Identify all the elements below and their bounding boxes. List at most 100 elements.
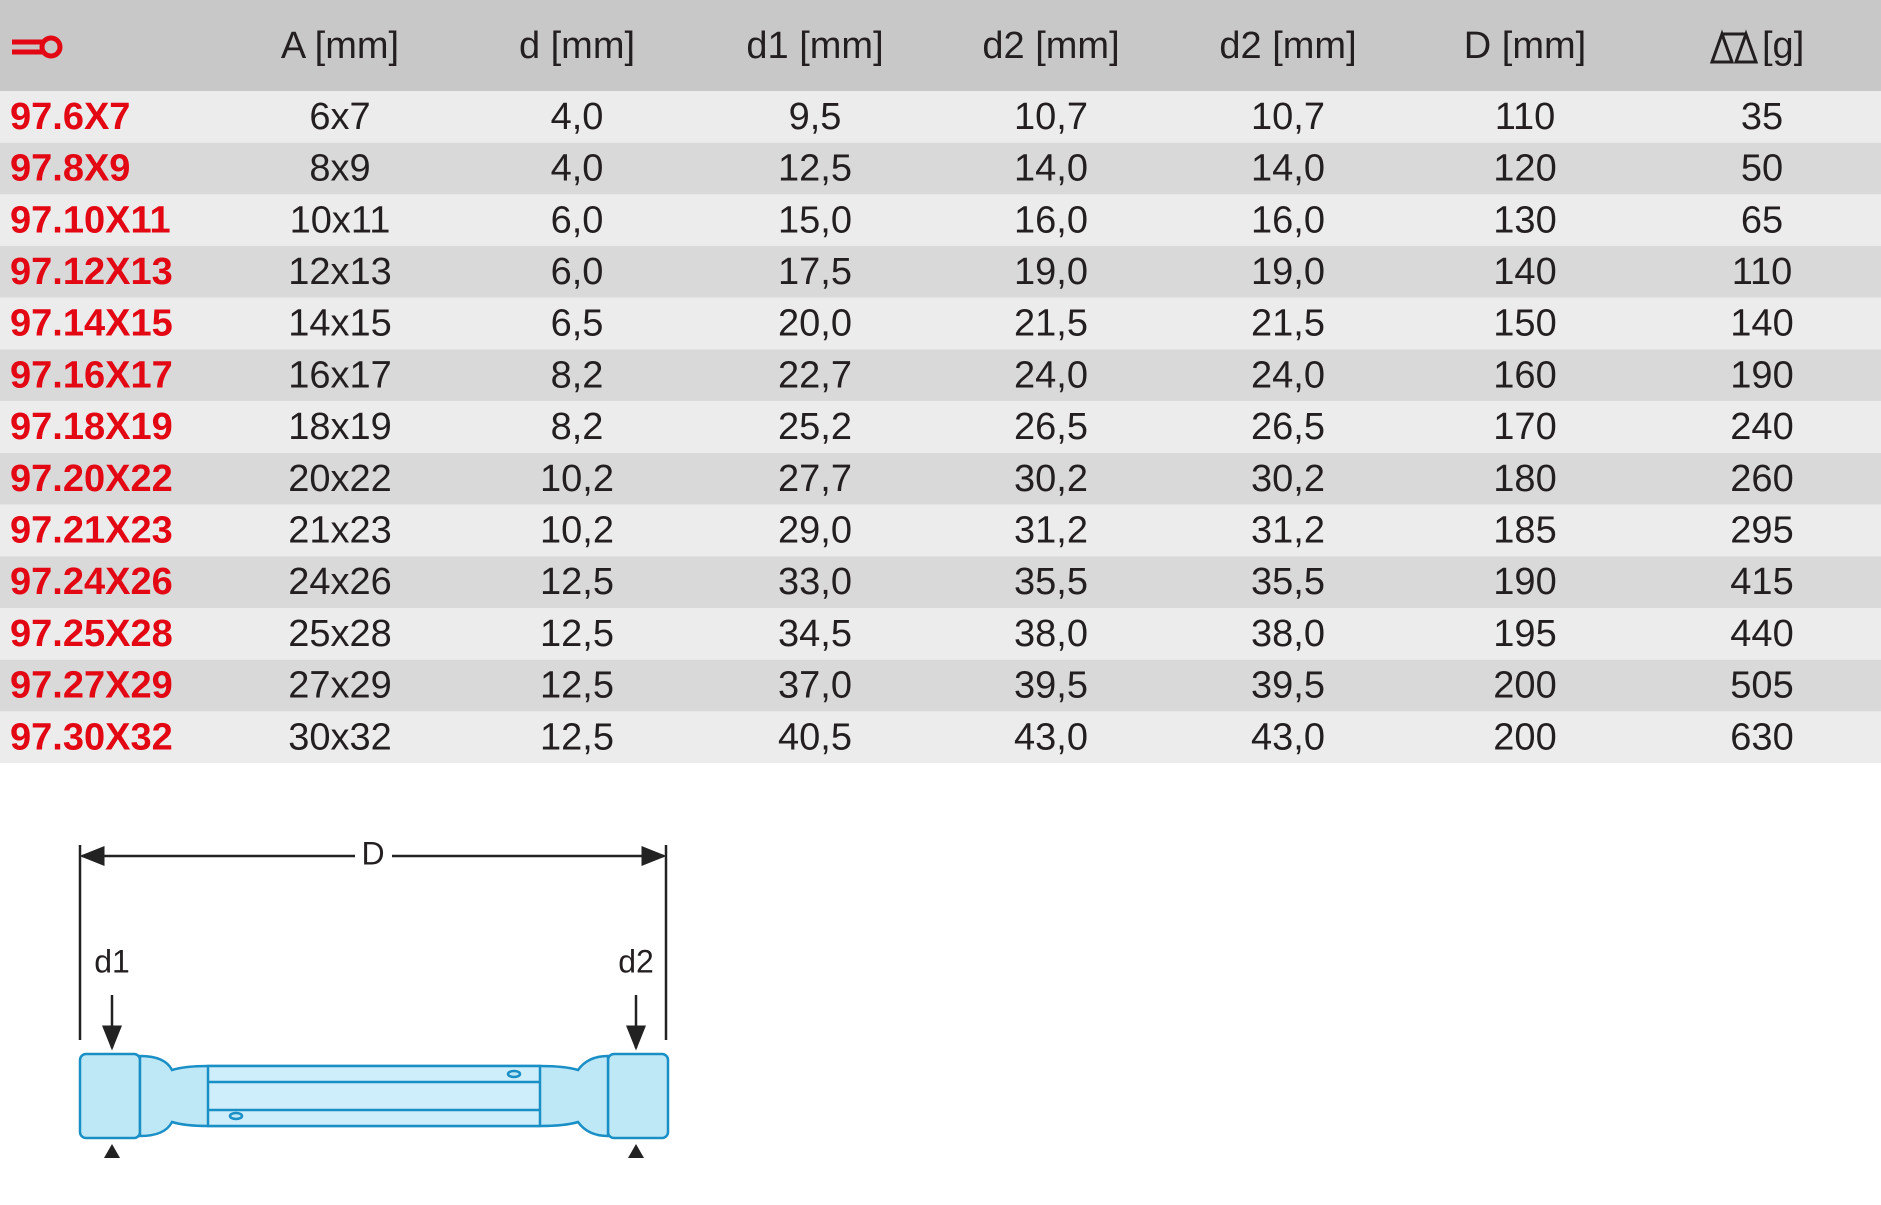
article-code: 97.16X17 [10, 354, 173, 396]
d2-label: d2 [618, 943, 654, 979]
cell: 22,7 [778, 354, 852, 396]
cell: 12,5 [540, 665, 614, 707]
cell: 195 [1493, 613, 1556, 655]
cell: 20,0 [778, 303, 852, 345]
cell: 6,0 [551, 251, 604, 293]
table-body: 97.6X7 6x7 4,0 9,5 10,7 10,7 110 35 97.8X9 8x9 4,0… [0, 91, 1881, 764]
wrench-icon [12, 35, 63, 59]
article-code: 97.8X9 [10, 148, 130, 190]
column-header: d1 [mm] [746, 25, 883, 67]
cell: 35 [1741, 96, 1783, 138]
column-header: d2 [mm] [1219, 25, 1356, 67]
cell: 440 [1730, 613, 1793, 655]
cell: 21,5 [1251, 303, 1325, 345]
cell: 110 [1732, 251, 1793, 293]
cell: 25,2 [778, 406, 852, 448]
cell: 24x26 [288, 561, 392, 603]
cell: 26,5 [1014, 406, 1088, 448]
cell: 38,0 [1014, 613, 1088, 655]
cell: 9,5 [789, 96, 842, 138]
cell: 39,5 [1251, 665, 1325, 707]
row-bg [0, 297, 1881, 350]
cell: 12,5 [778, 148, 852, 190]
cell: 50 [1741, 148, 1783, 190]
cell: 14,0 [1251, 148, 1325, 190]
row-bg [0, 711, 1881, 764]
cell: 15,0 [778, 199, 852, 241]
cell: 16,0 [1251, 199, 1325, 241]
cell: 10,7 [1014, 96, 1088, 138]
cell: 170 [1493, 406, 1556, 448]
cell: 27x29 [288, 665, 392, 707]
cell: 39,5 [1014, 665, 1088, 707]
length-label: D [361, 835, 384, 871]
cell: 190 [1730, 354, 1793, 396]
cell: 16,0 [1014, 199, 1088, 241]
cell: 24,0 [1014, 354, 1088, 396]
cell: 43,0 [1251, 716, 1325, 758]
cell: 37,0 [778, 665, 852, 707]
cell: 30,2 [1014, 458, 1088, 500]
cell: 200 [1493, 716, 1556, 758]
cell: 38,0 [1251, 613, 1325, 655]
article-code: 97.24X26 [10, 561, 173, 603]
cell: 130 [1493, 199, 1556, 241]
cell: 505 [1730, 665, 1793, 707]
cell: 190 [1493, 561, 1556, 603]
article-code: 97.12X13 [10, 251, 173, 293]
row-bg [0, 452, 1881, 505]
cell: 110 [1495, 96, 1556, 138]
cell: 160 [1493, 354, 1556, 396]
cell: 40,5 [778, 716, 852, 758]
cell: 6x7 [309, 96, 370, 138]
cell: 14x15 [288, 303, 392, 345]
cell: 19,0 [1251, 251, 1325, 293]
article-code: 97.25X28 [10, 613, 173, 655]
cell: 8,2 [551, 354, 604, 396]
cell: 12,5 [540, 716, 614, 758]
cell: 21x23 [288, 509, 392, 551]
row-bg [0, 659, 1881, 712]
row-bg [0, 349, 1881, 402]
article-code: 97.20X22 [10, 458, 173, 500]
cell: 26,5 [1251, 406, 1325, 448]
cell: 10x11 [290, 199, 391, 241]
row-bg [0, 142, 1881, 195]
cell: 34,5 [778, 613, 852, 655]
article-code: 97.14X15 [10, 303, 173, 345]
column-header: d2 [mm] [982, 25, 1119, 67]
header-bg [0, 0, 1881, 91]
cell: 140 [1493, 251, 1556, 293]
cell: 10,2 [540, 458, 614, 500]
row-bg [0, 91, 1881, 143]
cell: 8,2 [551, 406, 604, 448]
cell: 12,5 [540, 561, 614, 603]
cell: 17,5 [778, 251, 852, 293]
column-header: D [mm] [1464, 25, 1586, 67]
cell: 4,0 [551, 96, 604, 138]
cell: 415 [1730, 561, 1793, 603]
cell: 180 [1493, 458, 1556, 500]
article-code: 97.10X11 [10, 199, 171, 241]
cell: 140 [1730, 303, 1793, 345]
cell: 8x9 [309, 148, 370, 190]
cell: 35,5 [1014, 561, 1088, 603]
cell: 120 [1493, 148, 1556, 190]
cell: 12,5 [540, 613, 614, 655]
cell: 12x13 [288, 251, 392, 293]
cell: 25x28 [288, 613, 392, 655]
cell: 18x19 [288, 406, 392, 448]
cell: 65 [1741, 199, 1783, 241]
cell: 35,5 [1251, 561, 1325, 603]
cell: 240 [1730, 406, 1793, 448]
cell: 19,0 [1014, 251, 1088, 293]
cell: 10,7 [1251, 96, 1325, 138]
article-code: 97.30X32 [10, 716, 173, 758]
cell: 30,2 [1251, 458, 1325, 500]
row-bg [0, 246, 1881, 298]
cell: 31,2 [1251, 509, 1325, 551]
cell: 6,0 [551, 199, 604, 241]
cell: 14,0 [1014, 148, 1088, 190]
article-code: 97.18X19 [10, 406, 173, 448]
